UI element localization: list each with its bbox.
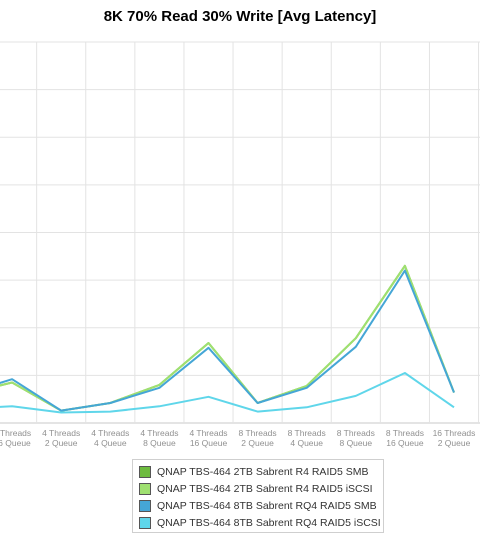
x-tick-label: 4 Threads (189, 428, 227, 438)
x-tick-label: 2 Threads (0, 428, 31, 438)
legend-item[interactable]: QNAP TBS-464 8TB Sabrent RQ4 RAID5 iSCSI (139, 514, 381, 531)
x-tick-label: 16 Queue (386, 438, 424, 448)
x-tick-label: 4 Queue (94, 438, 127, 448)
legend-item[interactable]: QNAP TBS-464 2TB Sabrent R4 RAID5 SMB (139, 463, 377, 480)
legend-label: QNAP TBS-464 8TB Sabrent RQ4 RAID5 iSCSI (157, 516, 381, 529)
x-tick-label: 16 Queue (190, 438, 228, 448)
series-line (0, 264, 455, 412)
x-tick-label: 8 Queue (143, 438, 176, 448)
series-line (0, 372, 455, 414)
chart-legend: QNAP TBS-464 2TB Sabrent R4 RAID5 SMB QN… (132, 459, 384, 533)
chart-title: 8K 70% Read 30% Write [Avg Latency] (103, 8, 377, 25)
x-tick-label: 2 Queue (45, 438, 78, 448)
series-line (0, 264, 455, 412)
series-line (0, 269, 455, 412)
x-tick-label: 2 Queue (241, 438, 274, 448)
legend-label: QNAP TBS-464 8TB Sabrent RQ4 RAID5 SMB (157, 499, 377, 512)
x-tick-label: 8 Queue (339, 438, 372, 448)
legend-item[interactable]: QNAP TBS-464 2TB Sabrent R4 RAID5 iSCSI (139, 480, 377, 497)
legend-swatch (139, 499, 151, 512)
legend-label: QNAP TBS-464 2TB Sabrent R4 RAID5 SMB (157, 465, 369, 478)
x-tick-label: 8 Threads (337, 428, 375, 438)
x-tick-label: 4 Threads (91, 428, 129, 438)
x-tick-label: 16 Queue (0, 438, 31, 448)
x-tick-label: 8 Threads (288, 428, 326, 438)
x-tick-label: 4 Threads (42, 428, 80, 438)
legend-swatch (139, 465, 151, 478)
legend-swatch (139, 482, 151, 495)
x-tick-label: 4 Queue (290, 438, 323, 448)
x-tick-label: 4 Threads (140, 428, 178, 438)
x-tick-label: 2 Queue (438, 438, 471, 448)
x-tick-label: 8 Threads (239, 428, 277, 438)
legend-swatch (139, 516, 151, 529)
legend-label: QNAP TBS-464 2TB Sabrent R4 RAID5 iSCSI (157, 482, 373, 495)
x-tick-label: 8 Threads (386, 428, 424, 438)
x-tick-label: 16 Threads (433, 428, 476, 438)
legend-item[interactable]: QNAP TBS-464 8TB Sabrent RQ4 RAID5 SMB (139, 497, 377, 514)
